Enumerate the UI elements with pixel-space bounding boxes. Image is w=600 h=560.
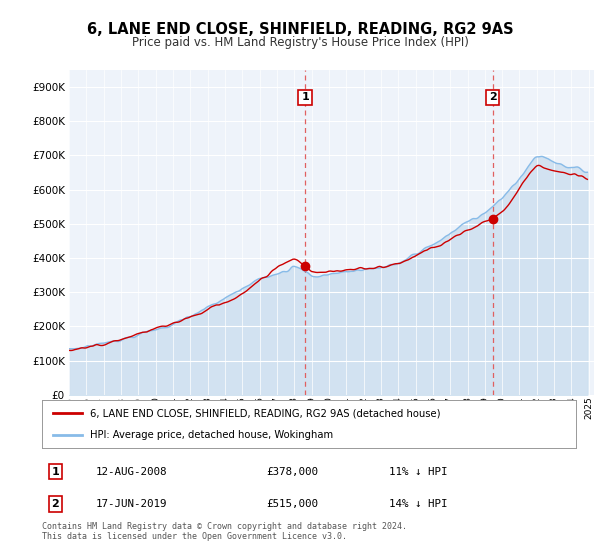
Text: 14% ↓ HPI: 14% ↓ HPI bbox=[389, 499, 448, 509]
Text: Contains HM Land Registry data © Crown copyright and database right 2024.
This d: Contains HM Land Registry data © Crown c… bbox=[42, 522, 407, 542]
Text: 1: 1 bbox=[52, 466, 59, 477]
Text: 17-JUN-2019: 17-JUN-2019 bbox=[95, 499, 167, 509]
Text: 2: 2 bbox=[52, 499, 59, 509]
Text: HPI: Average price, detached house, Wokingham: HPI: Average price, detached house, Woki… bbox=[90, 430, 333, 440]
Text: 6, LANE END CLOSE, SHINFIELD, READING, RG2 9AS: 6, LANE END CLOSE, SHINFIELD, READING, R… bbox=[86, 22, 514, 38]
Text: 6, LANE END CLOSE, SHINFIELD, READING, RG2 9AS (detached house): 6, LANE END CLOSE, SHINFIELD, READING, R… bbox=[90, 408, 440, 418]
Text: Price paid vs. HM Land Registry's House Price Index (HPI): Price paid vs. HM Land Registry's House … bbox=[131, 36, 469, 49]
Text: 11% ↓ HPI: 11% ↓ HPI bbox=[389, 466, 448, 477]
Text: 1: 1 bbox=[301, 92, 309, 102]
Text: 2: 2 bbox=[489, 92, 497, 102]
Text: 12-AUG-2008: 12-AUG-2008 bbox=[95, 466, 167, 477]
Text: £515,000: £515,000 bbox=[266, 499, 318, 509]
Text: £378,000: £378,000 bbox=[266, 466, 318, 477]
